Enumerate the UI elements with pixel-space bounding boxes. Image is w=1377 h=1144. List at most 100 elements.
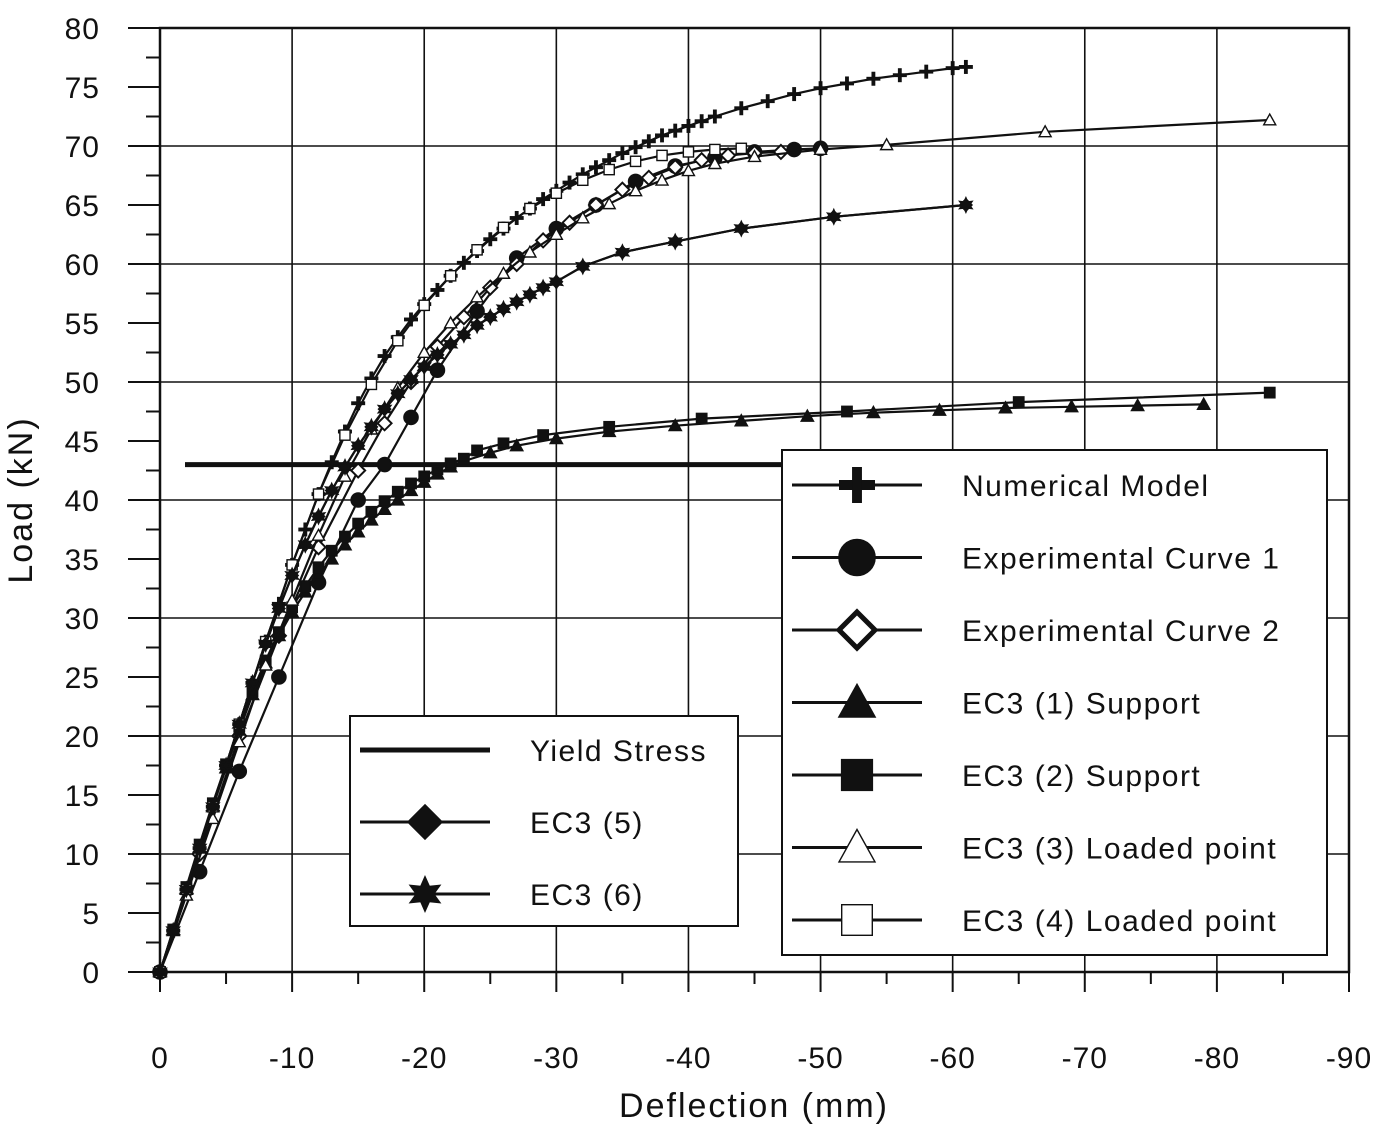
- series-ec3-6: [152, 196, 974, 981]
- data-point: [1130, 397, 1145, 412]
- data-point: [772, 143, 790, 161]
- data-point: [1263, 386, 1276, 399]
- data-point: [312, 488, 325, 500]
- legend-item: EC3 (3) Loaded point: [792, 828, 1276, 866]
- data-point: [655, 128, 670, 143]
- data-point: [469, 316, 485, 335]
- data-point: [641, 134, 656, 149]
- data-point: [958, 59, 973, 74]
- legend-item: EC3 (4) Loaded point: [792, 904, 1276, 938]
- x-tick-label: -40: [665, 1042, 711, 1075]
- data-point: [509, 438, 525, 452]
- legend-label: Experimental Curve 1: [962, 543, 1280, 576]
- data-point: [471, 244, 483, 256]
- axis-ticks: [128, 27, 1350, 992]
- data-point: [312, 561, 325, 574]
- data-point: [667, 232, 684, 251]
- data-point: [350, 492, 366, 508]
- data-point: [444, 457, 457, 470]
- data-point: [429, 362, 446, 379]
- data-point: [495, 299, 512, 318]
- data-point: [1012, 396, 1025, 408]
- y-tick-label: 70: [65, 131, 100, 164]
- x-tick-label: -70: [1062, 1042, 1108, 1075]
- y-axis-title: Load (kN): [2, 416, 40, 583]
- data-point: [735, 142, 748, 155]
- data-point: [614, 243, 631, 262]
- data-point: [656, 149, 668, 162]
- data-point: [365, 505, 378, 518]
- data-point: [550, 187, 563, 200]
- data-point: [205, 797, 221, 816]
- data-point: [325, 544, 338, 557]
- x-tick-label: -80: [1194, 1042, 1240, 1075]
- data-point: [165, 921, 182, 940]
- data-point: [575, 210, 590, 224]
- data-point: [284, 592, 300, 606]
- data-point: [324, 551, 340, 565]
- data-point: [403, 482, 419, 497]
- data-point: [548, 430, 564, 445]
- legend-marker: [837, 682, 877, 718]
- data-point: [497, 437, 510, 450]
- data-point: [350, 436, 366, 455]
- data-point: [508, 292, 525, 311]
- data-point: [456, 325, 472, 344]
- data-point: [734, 101, 749, 116]
- data-point: [299, 580, 312, 593]
- data-point: [1064, 399, 1079, 413]
- data-point: [258, 657, 273, 671]
- data-point: [629, 155, 642, 168]
- data-point: [418, 470, 431, 483]
- data-point: [376, 456, 393, 473]
- data-point: [694, 114, 709, 129]
- legend-marker: [837, 828, 877, 863]
- data-point: [628, 140, 643, 155]
- data-point: [892, 68, 907, 83]
- legend-item: EC3 (5): [360, 803, 642, 841]
- data-point: [668, 123, 683, 138]
- legend-item: Numerical Model: [792, 467, 1208, 503]
- y-tick-label: 15: [65, 780, 100, 813]
- data-point: [841, 405, 853, 418]
- data-point: [471, 444, 483, 457]
- x-tick-labels: 0 -10 -20 -30 -40 -50 -60 -70 -80 -90: [151, 1042, 1371, 1075]
- legend-marker: [835, 608, 879, 652]
- data-point: [601, 196, 617, 210]
- data-series: [151, 59, 1277, 981]
- legend-item: Yield Stress: [360, 735, 705, 768]
- data-point: [376, 400, 393, 419]
- data-point: [284, 566, 300, 585]
- data-point: [416, 357, 433, 376]
- data-point: [666, 158, 684, 176]
- data-point: [469, 289, 485, 303]
- data-point: [1037, 124, 1053, 138]
- data-point: [549, 227, 564, 241]
- data-point: [390, 492, 406, 506]
- data-point: [537, 429, 550, 441]
- data-point: [257, 635, 274, 653]
- data-point: [481, 279, 499, 296]
- data-point: [534, 232, 552, 249]
- data-point: [391, 485, 404, 498]
- data-point: [681, 163, 696, 177]
- data-point: [945, 61, 960, 76]
- data-point: [813, 81, 828, 96]
- y-tick-label: 5: [82, 898, 100, 931]
- data-point: [787, 87, 802, 102]
- data-point: [244, 673, 261, 692]
- data-point: [760, 94, 775, 109]
- legend-marker: [841, 904, 874, 937]
- x-tick-label: -20: [401, 1042, 447, 1075]
- data-point: [707, 109, 722, 124]
- y-tick-label: 75: [65, 72, 100, 105]
- data-point: [747, 149, 762, 163]
- y-tick-label: 40: [65, 485, 100, 518]
- data-point: [588, 160, 603, 175]
- data-point: [866, 71, 881, 86]
- data-point: [733, 413, 749, 427]
- data-point: [443, 315, 458, 329]
- data-point: [324, 481, 340, 500]
- y-tick-label: 50: [65, 367, 100, 400]
